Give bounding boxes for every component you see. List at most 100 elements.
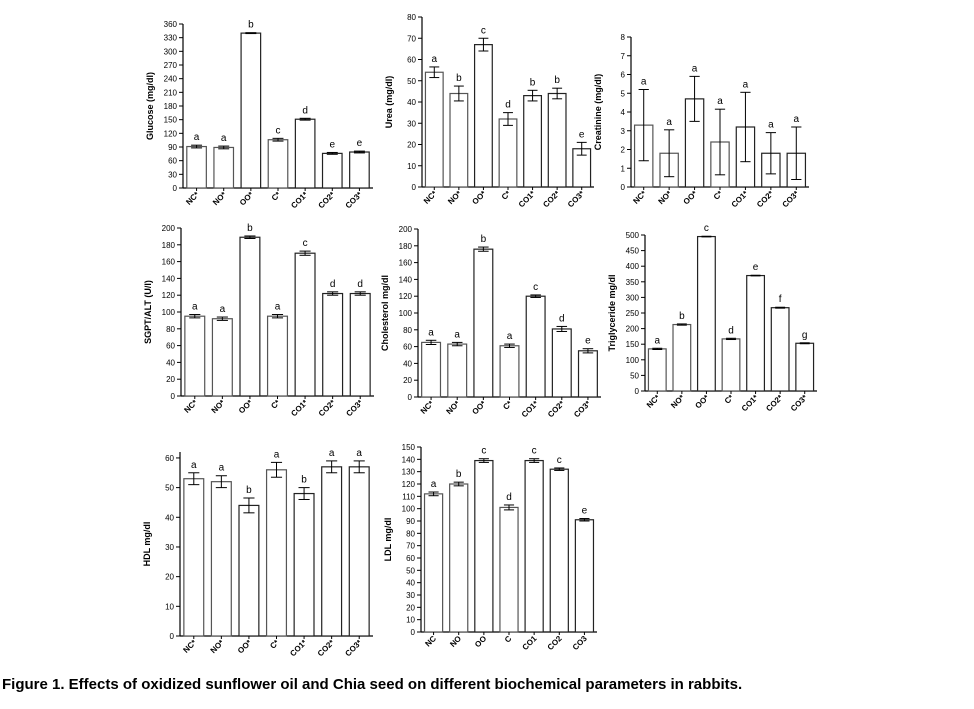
sgpt-alt-y-tick-label: 120 [162,291,176,300]
ldl-category-label: CO1 [521,634,539,652]
urea-category-label: CO2* [541,188,562,209]
ldl-y-tick-label: 10 [406,616,415,625]
sgpt-alt-bar [349,292,371,397]
ldl-y-tick-label: 60 [406,554,415,563]
glucose-significance-letter: d [302,105,308,116]
sgpt-alt-y-tick-label: 80 [166,325,175,334]
sgpt-alt-bar [322,292,344,397]
ldl-y-tick-label: 120 [402,480,416,489]
urea-category-label: CO1* [517,188,538,209]
sgpt-alt-category-label: NO* [210,397,228,415]
sgpt-alt-significance-letter: a [192,302,198,313]
glucose-significance-letter: e [330,139,336,150]
glucose-category-label: NC* [184,189,201,206]
cholesterol-significance-letter: c [533,282,538,293]
sgpt-alt-category-label: OO* [237,397,255,415]
urea-significance-letter: b [530,77,536,88]
urea-y-tick-label: 80 [407,13,416,22]
creatinine-significance-letter: a [794,114,800,125]
urea-significance-letter: c [481,25,486,36]
hdl-significance-letter: a [274,449,280,460]
hdl-y-axis-label: HDL mg/dl [142,522,152,567]
triglyceride-y-axis-label: Triglyceride mg/dl [607,274,617,351]
cholesterol-y-tick-label: 200 [399,225,413,234]
glucose-bar [321,152,343,189]
creatinine-significance-letter: a [666,117,672,128]
hdl-y-tick-label: 0 [170,632,175,641]
sgpt-alt-y-tick-label: 140 [162,274,176,283]
cholesterol-category-label: OO* [470,398,488,416]
urea-bar [547,92,567,188]
urea-y-tick-label: 60 [407,56,416,65]
hdl-bar [321,466,343,637]
sgpt-alt-significance-letter: b [247,223,253,234]
triglyceride-category-label: CO3* [789,392,810,413]
cholesterol-bar [447,343,468,398]
cholesterol-y-tick-label: 100 [399,309,413,318]
ldl-y-tick-label: 110 [402,492,415,501]
glucose-significance-letter: a [221,133,227,144]
glucose-y-tick-label: 60 [168,157,177,166]
glucose-significance-letter: c [276,125,281,136]
creatinine-significance-letter: a [641,77,647,88]
ldl-category-label: C [503,634,514,645]
hdl-bar [183,478,205,637]
triglyceride-y-tick-label: 50 [630,371,639,380]
creatinine-y-tick-label: 1 [621,164,626,173]
cholesterol-panel: 0 20 40 60 80 100 120 140 160 180 200 Cholesterol m… [380,225,601,419]
glucose-y-tick-label: 120 [164,129,178,138]
cholesterol-y-tick-label: 20 [403,376,412,385]
triglyceride-bar [672,323,692,392]
cholesterol-y-tick-label: 180 [399,242,413,251]
triglyceride-y-tick-label: 500 [626,231,640,240]
creatinine-y-tick-label: 8 [621,33,626,42]
hdl-y-tick-label: 30 [165,543,174,552]
cholesterol-category-label: C* [501,398,514,411]
glucose-category-label: NO* [211,189,229,207]
urea-significance-letter: e [579,129,585,140]
urea-bar [473,44,493,188]
cholesterol-y-tick-label: 40 [403,359,412,368]
hdl-significance-letter: a [356,448,362,459]
glucose-bar [294,118,316,189]
urea-category-label: C* [500,188,513,201]
cholesterol-significance-letter: a [507,331,513,342]
glucose-y-tick-label: 300 [164,47,178,56]
creatinine-y-tick-label: 0 [621,183,626,192]
cholesterol-significance-letter: b [481,234,487,245]
sgpt-alt-y-tick-label: 100 [162,308,176,317]
creatinine-y-axis-label: Creatinine (mg/dl) [593,74,603,151]
triglyceride-category-label: C* [723,392,736,405]
hdl-bar [238,504,260,637]
triglyceride-bar [770,307,790,392]
figure-caption: Figure 1. Effects of oxidized sunflower … [2,676,743,693]
sgpt-alt-category-label: CO2* [317,397,338,418]
hdl-significance-letter: a [219,463,225,474]
ldl-significance-letter: c [532,446,537,457]
ldl-y-tick-label: 80 [406,529,415,538]
creatinine-y-tick-label: 5 [621,89,626,98]
triglyceride-category-label: NC* [645,392,662,409]
ldl-category-label: NO [448,634,463,649]
triglyceride-significance-letter: b [679,311,685,322]
glucose-significance-letter: e [357,138,363,149]
ldl-significance-letter: c [481,446,486,457]
ldl-y-tick-label: 150 [402,443,416,452]
creatinine-significance-letter: a [743,79,749,90]
sgpt-alt-significance-letter: a [220,304,226,315]
glucose-category-label: C* [270,189,283,202]
ldl-bar [474,459,494,633]
creatinine-category-label: CO2* [755,188,776,209]
cholesterol-significance-letter: a [428,327,434,338]
triglyceride-y-tick-label: 400 [626,262,640,271]
triglyceride-y-tick-label: 100 [626,356,640,365]
glucose-y-tick-label: 330 [164,34,178,43]
ldl-significance-letter: c [557,455,562,466]
triglyceride-significance-letter: a [655,335,661,346]
cholesterol-y-tick-label: 60 [403,343,412,352]
sgpt-alt-significance-letter: d [357,279,363,290]
urea-y-tick-label: 70 [407,34,416,43]
ldl-y-tick-label: 0 [411,628,416,637]
ldl-y-tick-label: 100 [402,505,416,514]
triglyceride-category-label: CO2* [764,392,785,413]
